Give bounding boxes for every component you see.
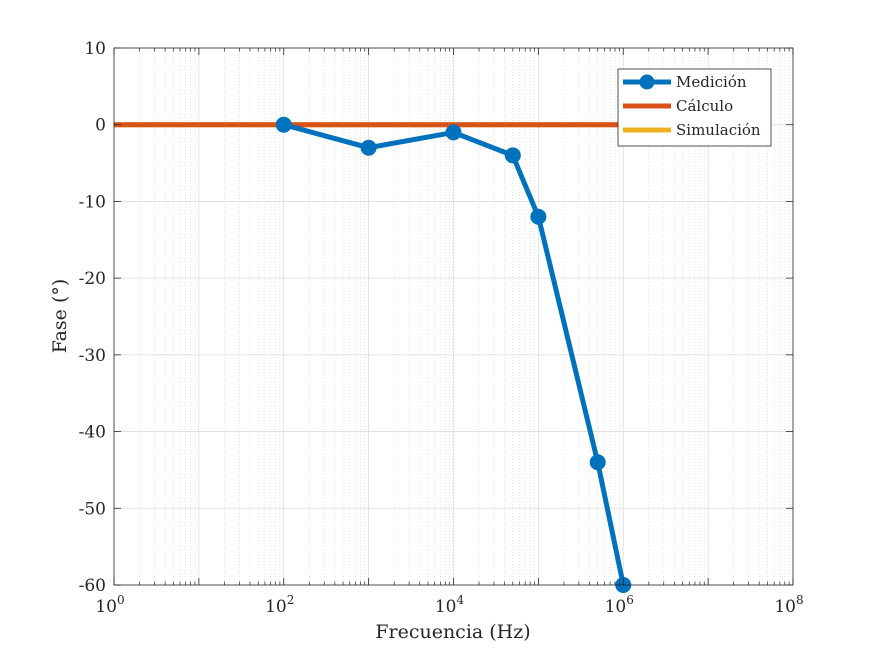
y-tick-labels: 10 0 -10 -20 -30 -40 -50 -60 bbox=[79, 39, 106, 596]
y-tick-label: -60 bbox=[79, 576, 106, 596]
legend-label: Cálculo bbox=[676, 97, 733, 115]
y-tick-label: -30 bbox=[79, 346, 106, 366]
legend-label: Medición bbox=[676, 73, 747, 91]
legend: Medición Cálculo Simulación bbox=[617, 68, 772, 147]
x-tick-label: 106 bbox=[605, 593, 634, 617]
y-tick-label: 10 bbox=[84, 39, 106, 59]
x-tick-label: 100 bbox=[95, 593, 124, 617]
data-point bbox=[445, 124, 462, 141]
data-point bbox=[275, 116, 292, 133]
y-tick-label: -20 bbox=[79, 269, 106, 289]
data-point bbox=[360, 139, 377, 156]
series-layer bbox=[114, 116, 632, 593]
y-tick-label: -50 bbox=[79, 499, 106, 519]
y-tick-label: 0 bbox=[95, 116, 106, 136]
x-tick-label: 102 bbox=[265, 593, 294, 617]
legend-marker bbox=[639, 74, 655, 90]
legend-label: Simulación bbox=[676, 121, 761, 139]
x-tick-labels: 100 102 104 106 108 bbox=[95, 593, 803, 617]
data-point bbox=[504, 147, 521, 164]
y-tick-label: -10 bbox=[79, 192, 106, 212]
x-axis-label: Frecuencia (Hz) bbox=[375, 621, 530, 643]
data-point bbox=[530, 208, 547, 225]
minor-grid bbox=[139, 48, 790, 585]
y-axis-label: Fase (°) bbox=[49, 279, 71, 354]
x-tick-label: 104 bbox=[435, 593, 465, 617]
x-tick-label: 108 bbox=[774, 593, 803, 617]
y-tick-label: -40 bbox=[79, 423, 106, 443]
axis-ticks bbox=[113, 47, 794, 586]
data-point bbox=[589, 454, 606, 471]
